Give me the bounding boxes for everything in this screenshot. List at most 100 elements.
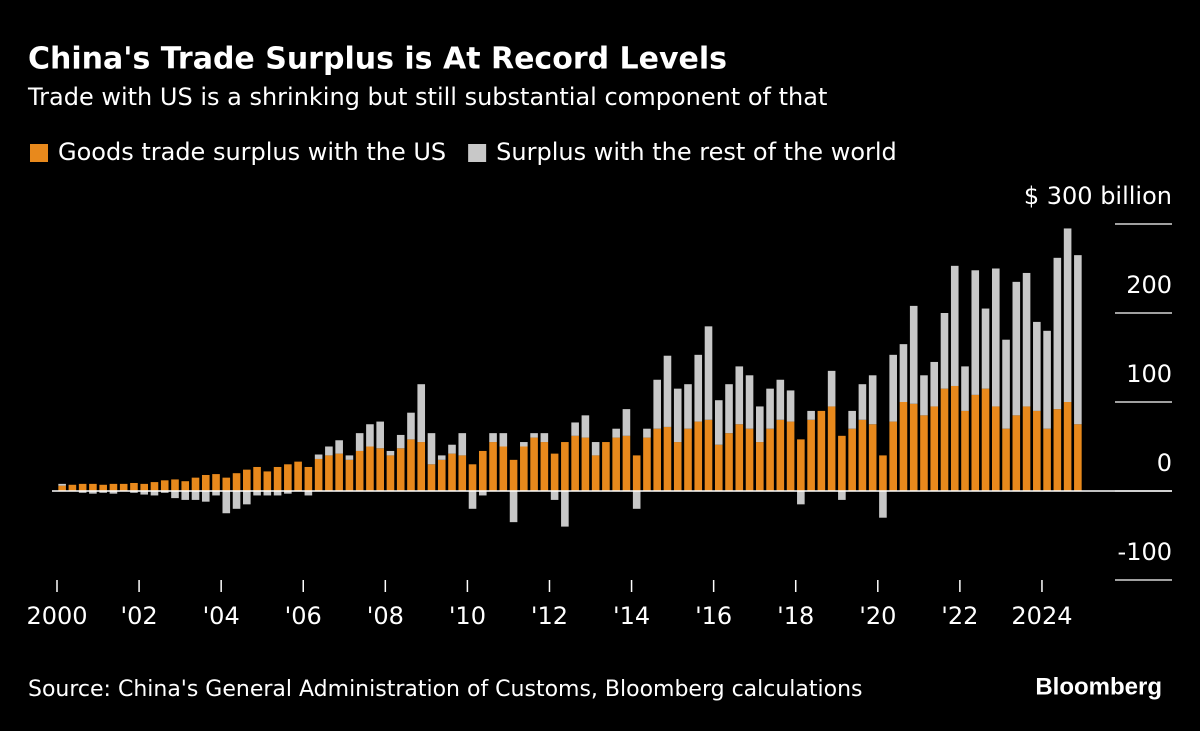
- bar-us: [386, 455, 395, 491]
- bar-rest-of-world: [140, 491, 149, 495]
- bar-us: [920, 415, 928, 491]
- bar-rest-of-world: [212, 491, 220, 496]
- bar-rest-of-world: [437, 455, 446, 460]
- bar-us: [889, 421, 897, 491]
- bar-us: [1002, 428, 1010, 491]
- bar-rest-of-world: [325, 446, 333, 456]
- bar-rest-of-world: [961, 366, 969, 411]
- legend-swatch: [468, 144, 487, 162]
- bar-us: [78, 483, 87, 491]
- bar-rest-of-world: [909, 305, 918, 404]
- bar-us: [478, 450, 487, 491]
- bar-rest-of-world: [653, 379, 662, 429]
- bar-us: [899, 402, 908, 491]
- bar-rest-of-world: [314, 454, 323, 459]
- bar-rest-of-world: [838, 491, 846, 500]
- bar-rest-of-world: [130, 491, 138, 493]
- bar-rest-of-world: [273, 491, 282, 496]
- bar-rest-of-world: [109, 491, 118, 494]
- bar-us: [304, 466, 313, 491]
- bar-us: [868, 424, 877, 491]
- bar-us: [119, 483, 128, 491]
- bar-rest-of-world: [643, 428, 651, 438]
- bar-rest-of-world: [427, 433, 436, 465]
- bar-rest-of-world: [489, 433, 497, 443]
- bar-us: [201, 474, 210, 491]
- bar-us: [243, 469, 251, 491]
- y-tick-label: $ 300 billion: [1024, 182, 1172, 210]
- bar-us: [489, 442, 497, 491]
- bar-us: [571, 435, 579, 491]
- bar-rest-of-world: [571, 422, 579, 436]
- bar-rest-of-world: [694, 354, 703, 422]
- bar-rest-of-world: [1033, 321, 1041, 411]
- bar-us: [509, 459, 518, 491]
- bar-rest-of-world: [786, 390, 795, 422]
- bar-rest-of-world: [222, 491, 231, 514]
- legend-label: Goods trade surplus with the US: [58, 138, 446, 166]
- bar-us: [263, 471, 272, 491]
- bar-us: [1063, 402, 1072, 491]
- bar-rest-of-world: [78, 491, 87, 493]
- bar-us: [714, 444, 723, 491]
- bar-us: [848, 428, 856, 491]
- bar-rest-of-world: [725, 384, 733, 434]
- bar-rest-of-world: [899, 344, 908, 402]
- bar-rest-of-world: [797, 491, 805, 505]
- bar-us: [581, 437, 590, 491]
- bar-rest-of-world: [766, 388, 774, 429]
- bar-us: [930, 406, 939, 491]
- x-tick-label: '10: [449, 602, 486, 630]
- bar-rest-of-world: [622, 409, 631, 436]
- bar-rest-of-world: [448, 444, 456, 454]
- bar-us: [396, 448, 405, 491]
- bar-us: [540, 442, 549, 491]
- bar-rest-of-world: [673, 388, 682, 443]
- bar-us: [314, 458, 323, 491]
- bar-us: [940, 388, 949, 491]
- x-tick-label: '04: [203, 602, 240, 630]
- bar-rest-of-world: [263, 491, 272, 496]
- bar-us: [160, 480, 169, 491]
- bar-us: [468, 464, 477, 491]
- bar-us: [981, 388, 990, 491]
- bar-us: [622, 435, 631, 491]
- bar-rest-of-world: [540, 433, 549, 443]
- bar-rest-of-world: [386, 450, 395, 456]
- chart-subtitle: Trade with US is a shrinking but still s…: [27, 83, 827, 111]
- bar-rest-of-world: [181, 491, 190, 500]
- bar-us: [130, 482, 138, 491]
- bar-rest-of-world: [253, 491, 261, 496]
- bar-rest-of-world: [981, 308, 990, 389]
- bar-us: [704, 419, 713, 491]
- bar-us: [109, 483, 118, 491]
- bar-rest-of-world: [971, 270, 980, 395]
- bar-us: [530, 437, 538, 491]
- bar-rest-of-world: [509, 491, 518, 523]
- x-tick-label: '18: [777, 602, 814, 630]
- x-tick-label: '08: [367, 602, 404, 630]
- x-tick-label: 2024: [1011, 602, 1072, 630]
- bar-rest-of-world: [232, 491, 241, 509]
- bar-us: [591, 455, 600, 491]
- bar-us: [212, 474, 220, 491]
- bar-rest-of-world: [99, 491, 107, 493]
- bar-us: [253, 466, 261, 491]
- bar-rest-of-world: [355, 433, 364, 451]
- bar-rest-of-world: [304, 491, 313, 496]
- bar-us: [561, 442, 569, 491]
- bar-rest-of-world: [827, 370, 836, 407]
- bar-us: [68, 484, 77, 491]
- bar-rest-of-world: [499, 433, 508, 447]
- bar-rest-of-world: [1022, 272, 1031, 407]
- x-tick-label: '02: [121, 602, 158, 630]
- x-tick-label: '20: [859, 602, 896, 630]
- bar-rest-of-world: [1002, 339, 1010, 429]
- bar-us: [550, 453, 559, 491]
- bar-us: [181, 481, 190, 491]
- x-tick-label: '16: [695, 602, 732, 630]
- bar-us: [284, 464, 292, 491]
- y-tick-label: 0: [1157, 449, 1172, 477]
- bar-us: [140, 483, 149, 491]
- bar-us: [150, 482, 159, 491]
